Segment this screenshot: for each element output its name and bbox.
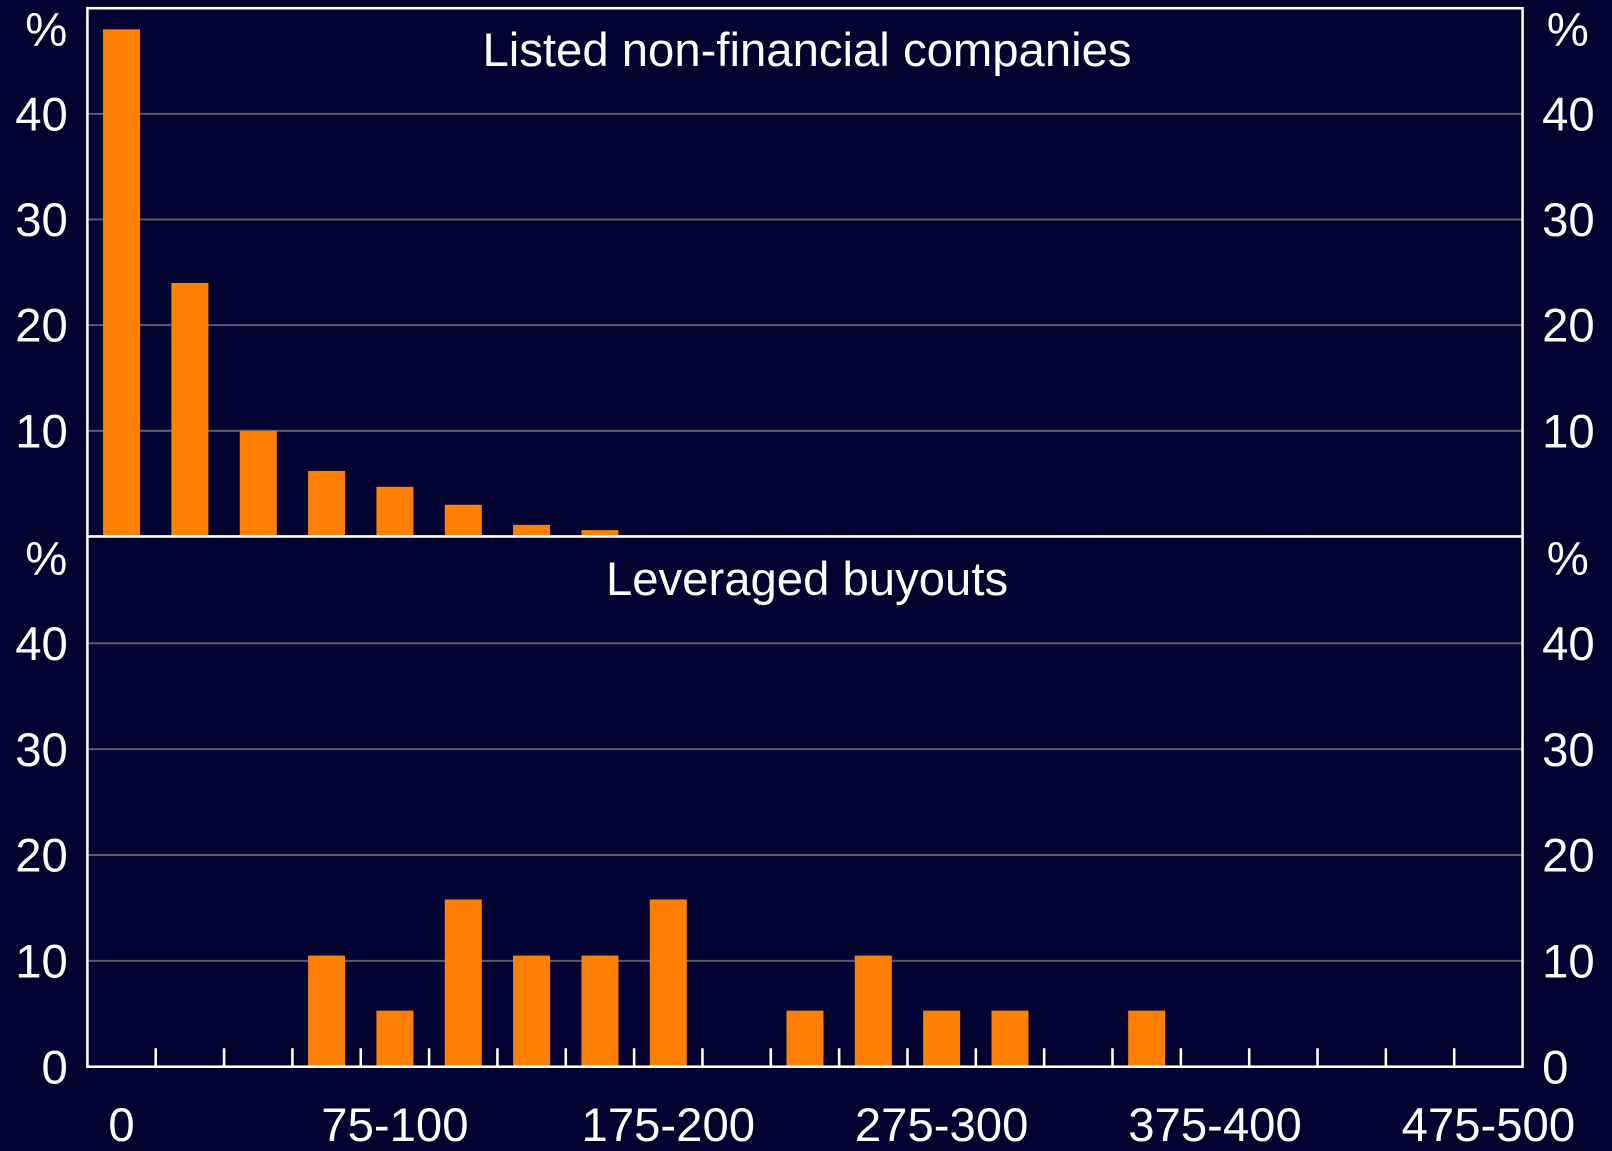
y2-tick-label: 40 (1542, 618, 1595, 671)
bar (1128, 1010, 1166, 1067)
y2-tick-label: 10 (1542, 405, 1595, 458)
y2-tick-label: 20 (1542, 830, 1595, 883)
y-tick-label: 30 (15, 194, 68, 247)
y2-unit-label: % (1547, 533, 1589, 586)
bar (581, 530, 619, 537)
bar (444, 899, 482, 1067)
y-tick-label: 40 (15, 88, 68, 141)
bar (376, 486, 414, 537)
x-tick-label: 0 (108, 1099, 134, 1151)
y2-tick-label: 40 (1542, 88, 1595, 141)
x-tick-label: 175-200 (582, 1099, 756, 1151)
y-unit-label: % (25, 533, 67, 586)
plot-frame (86, 6, 1524, 1069)
x-tick-label: 375-400 (1128, 1099, 1302, 1151)
bar (444, 504, 482, 537)
bar (513, 955, 551, 1067)
y-tick-label: 10 (15, 405, 68, 458)
panel-title: Leveraged buyouts (606, 553, 1008, 606)
bar (786, 1010, 824, 1067)
x-tick-label: 275-300 (855, 1099, 1029, 1151)
y2-tick-label: 0 (1542, 1041, 1568, 1094)
y-unit-label: % (25, 3, 67, 56)
y2-unit-label: % (1547, 3, 1589, 56)
bar (171, 282, 209, 537)
x-tick-label: 475-500 (1402, 1099, 1576, 1151)
y-tick-label: 10 (15, 935, 68, 988)
bar (103, 29, 141, 537)
bar (308, 955, 346, 1067)
bar (854, 955, 892, 1067)
x-tick-label: 75-100 (321, 1099, 468, 1151)
bar (991, 1010, 1029, 1067)
y-tick-label: 20 (15, 300, 68, 353)
bar (239, 430, 277, 537)
bar (923, 1010, 961, 1067)
y-tick-label: 40 (15, 618, 68, 671)
y-tick-label: 30 (15, 724, 68, 777)
y-tick-label: 20 (15, 830, 68, 883)
bar (308, 470, 346, 537)
bar (376, 1010, 414, 1067)
y2-tick-label: 30 (1542, 724, 1595, 777)
bar (649, 899, 687, 1067)
bar (513, 524, 551, 537)
y2-tick-label: 10 (1542, 935, 1595, 988)
y-tick-label: 0 (42, 1041, 68, 1094)
panel-title: Listed non-financial companies (482, 24, 1131, 77)
y2-tick-label: 20 (1542, 300, 1595, 353)
bar (581, 955, 619, 1067)
y2-tick-label: 30 (1542, 194, 1595, 247)
